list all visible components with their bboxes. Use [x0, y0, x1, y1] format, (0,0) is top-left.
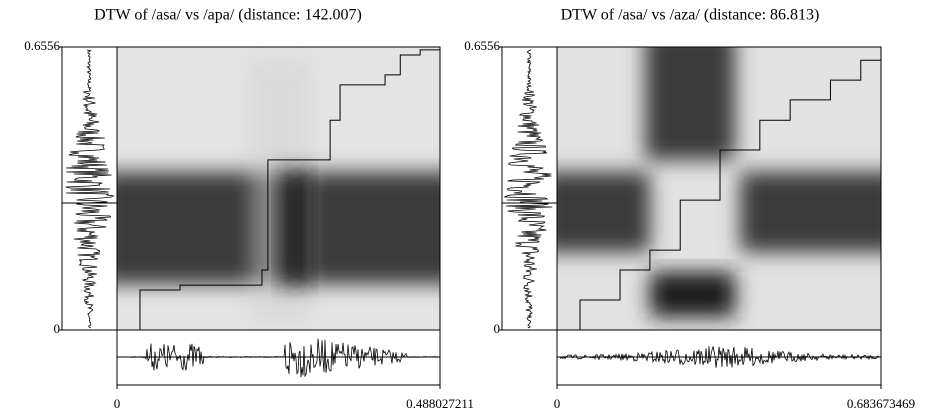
warp-path: [117, 47, 441, 331]
x-tick-label: 0: [114, 396, 121, 411]
cost-matrix: [117, 47, 440, 330]
x-tick-label: 0.488027211: [406, 396, 474, 411]
chart-title: DTW of /asa/ vs /apa/ (distance: 142.007…: [94, 7, 362, 24]
x-tick-label: 0.683673469: [847, 396, 915, 411]
waveform: [504, 49, 553, 329]
chart-title: DTW of /asa/ vs /aza/ (distance: 86.813): [561, 7, 820, 24]
y-tick-label: 0.6556: [24, 38, 60, 53]
y-tick-label: 0.6556: [464, 38, 500, 53]
waveform: [559, 346, 880, 368]
waveform: [65, 49, 115, 329]
x-tick-label: 0: [554, 396, 561, 411]
y-tick-label: 0: [54, 321, 61, 336]
cost-matrix: [557, 47, 881, 330]
y-tick-label: 0: [494, 321, 501, 336]
waveform: [129, 338, 439, 378]
waveforms: [65, 49, 880, 378]
warp-path: [557, 47, 882, 331]
